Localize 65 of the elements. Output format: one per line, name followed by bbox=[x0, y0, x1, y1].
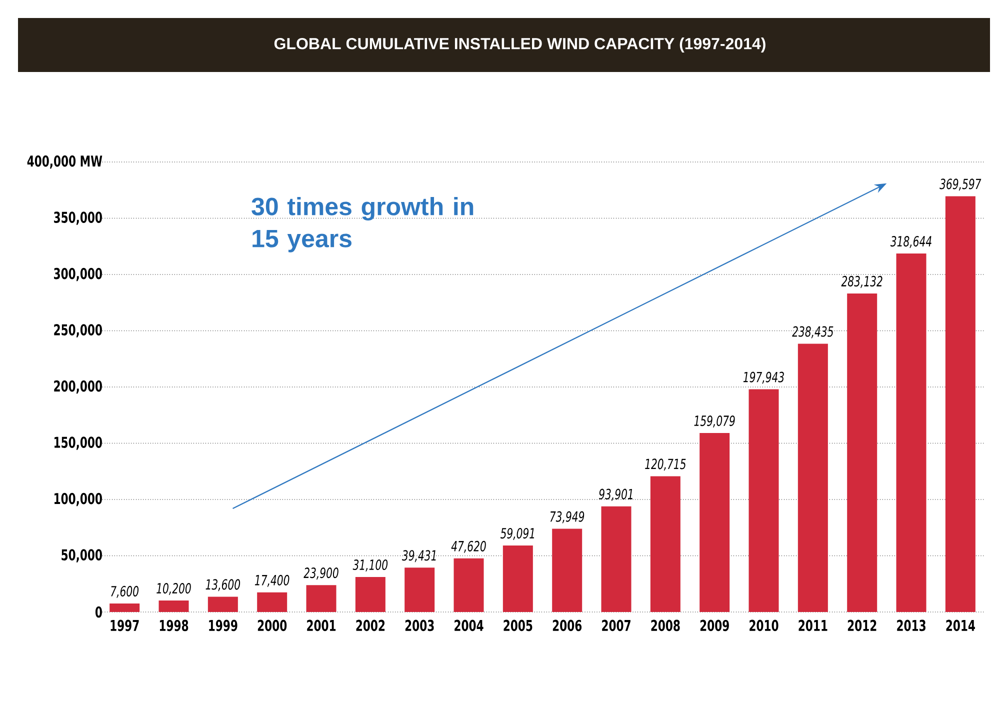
x-tick-label: 2014 bbox=[946, 620, 975, 632]
y-tick-label: 300,000 bbox=[54, 268, 102, 282]
data-label: 197,943 bbox=[743, 372, 784, 384]
bar bbox=[454, 558, 484, 612]
bar bbox=[798, 344, 828, 612]
bar bbox=[700, 433, 730, 612]
x-tick-label: 2001 bbox=[307, 620, 336, 632]
bar bbox=[896, 254, 926, 612]
data-label: 59,091 bbox=[500, 528, 534, 540]
x-tick-label: 2006 bbox=[552, 620, 582, 632]
bar bbox=[404, 568, 435, 612]
data-label: 47,620 bbox=[451, 540, 486, 553]
x-tick-label: 1998 bbox=[160, 620, 188, 632]
x-tick-label: 2007 bbox=[602, 620, 630, 632]
data-label: 120,715 bbox=[645, 458, 686, 471]
data-label: 7,600 bbox=[111, 586, 139, 598]
bar bbox=[748, 389, 779, 612]
x-tick-label: 2013 bbox=[897, 620, 926, 632]
data-label: 13,600 bbox=[206, 579, 240, 592]
chart-title: GLOBAL CUMULATIVE INSTALLED WIND CAPACITY (1997-2014) bbox=[274, 38, 766, 52]
bar bbox=[158, 600, 189, 612]
bar bbox=[257, 592, 288, 612]
x-tick-label: 2002 bbox=[356, 620, 385, 632]
data-label: 39,431 bbox=[402, 550, 436, 562]
data-label: 369,597 bbox=[940, 178, 982, 191]
data-label: 73,949 bbox=[550, 511, 584, 524]
bar bbox=[945, 196, 976, 612]
x-tick-label: 2009 bbox=[700, 620, 729, 632]
data-label: 159,079 bbox=[694, 415, 735, 428]
y-tick-label: 150,000 bbox=[54, 436, 102, 450]
annotation: 30 times growth in 15 years bbox=[252, 197, 474, 252]
y-tick-label: 400,000 MW bbox=[27, 155, 102, 169]
bar bbox=[208, 596, 238, 612]
x-tick-label: 1999 bbox=[209, 620, 238, 632]
y-tick-label: 200,000 bbox=[54, 380, 102, 394]
y-tick-label: 50,000 bbox=[62, 549, 102, 562]
data-label: 238,435 bbox=[792, 326, 834, 338]
x-tick-label: 2008 bbox=[651, 620, 680, 632]
bar bbox=[650, 476, 680, 612]
bar bbox=[355, 577, 386, 612]
data-label: 283,132 bbox=[841, 276, 882, 288]
bar bbox=[502, 546, 533, 612]
bar bbox=[601, 506, 632, 612]
y-tick-label: 0 bbox=[95, 606, 102, 618]
bar bbox=[847, 293, 878, 612]
bar bbox=[306, 585, 336, 612]
data-label: 10,200 bbox=[156, 582, 191, 595]
x-tick-label: 2004 bbox=[454, 620, 484, 632]
x-tick-label: 2003 bbox=[405, 620, 434, 632]
x-tick-label: 2000 bbox=[258, 620, 287, 632]
data-label: 23,900 bbox=[304, 568, 338, 580]
x-tick-label: 2012 bbox=[848, 620, 876, 632]
data-label: 93,901 bbox=[599, 488, 632, 501]
x-tick-label: 2005 bbox=[504, 620, 532, 632]
data-label: 318,644 bbox=[890, 236, 932, 248]
data-label: 31,100 bbox=[352, 559, 388, 572]
bar bbox=[110, 603, 140, 612]
bar bbox=[552, 528, 582, 612]
data-label: 17,400 bbox=[254, 574, 290, 587]
y-tick-label: 350,000 bbox=[54, 212, 102, 225]
y-tick-label: 100,000 bbox=[54, 492, 102, 506]
x-tick-label: 1997 bbox=[110, 620, 139, 632]
y-tick-label: 250,000 bbox=[54, 324, 102, 338]
x-tick-label: 2010 bbox=[750, 620, 778, 632]
x-tick-label: 2011 bbox=[798, 620, 828, 632]
